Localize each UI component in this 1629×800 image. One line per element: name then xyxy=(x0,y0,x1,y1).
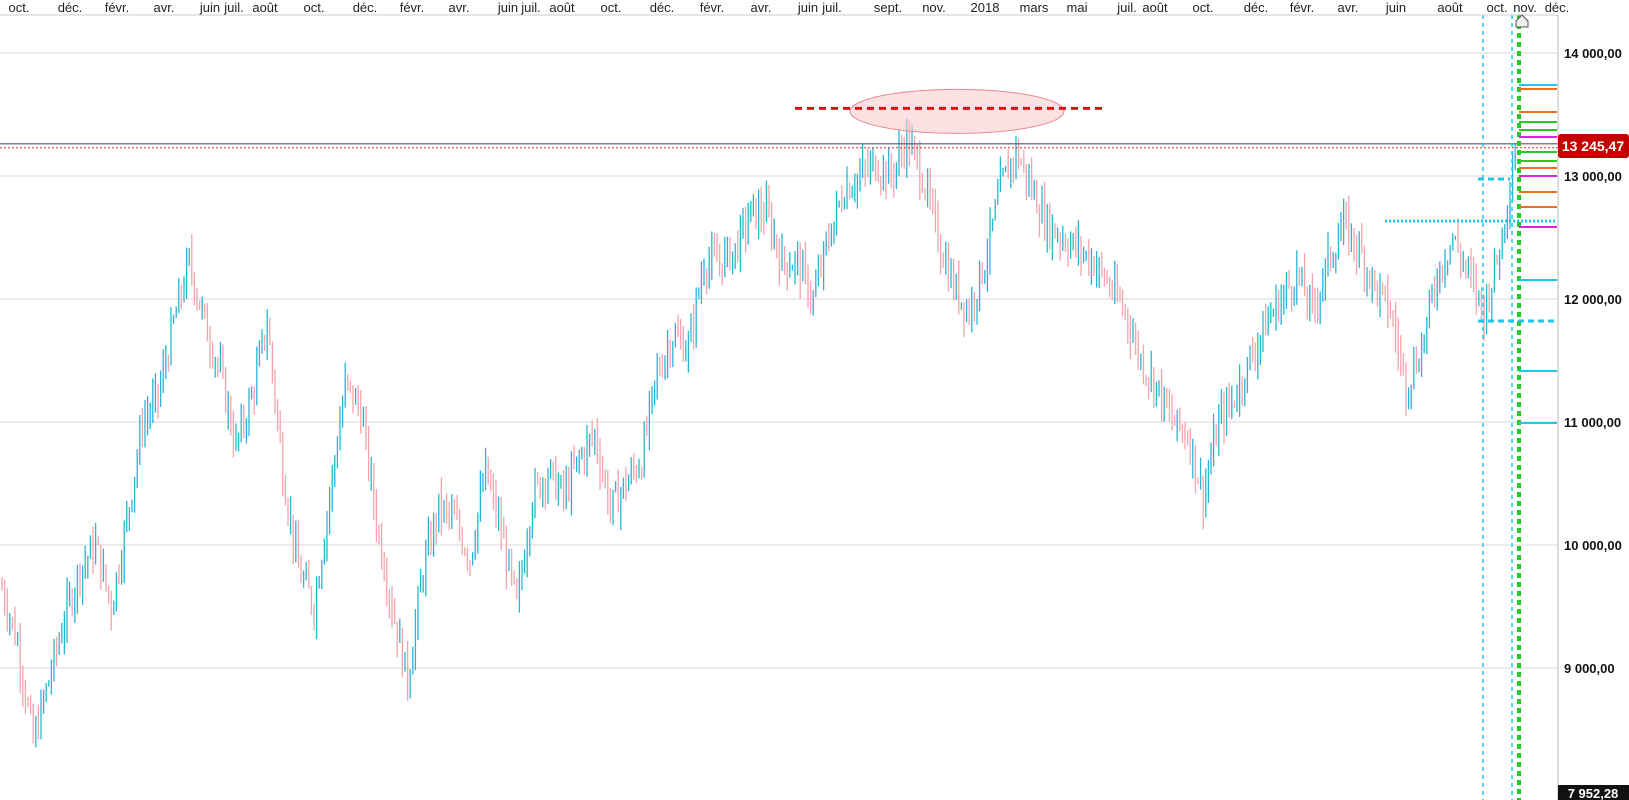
x-tick-label: août xyxy=(252,0,278,15)
x-tick-label: oct. xyxy=(9,0,30,15)
x-tick-label: juil. xyxy=(520,0,541,15)
x-tick-label: août xyxy=(549,0,575,15)
x-tick-label: juin xyxy=(199,0,220,15)
x-tick-label: juil. xyxy=(821,0,842,15)
y-tick-label: 14 000,00 xyxy=(1564,46,1622,61)
annotations xyxy=(0,15,1558,800)
x-tick-label: févr. xyxy=(105,0,130,15)
grid-lines xyxy=(0,52,1558,669)
x-tick-label: févr. xyxy=(700,0,725,15)
x-tick-label: juin xyxy=(1385,0,1406,15)
x-tick-label: août xyxy=(1437,0,1463,15)
x-tick-label: août xyxy=(1142,0,1168,15)
y-axis: 14 000,00 13 000,00 12 000,00 11 000,00 10 0… xyxy=(1557,15,1622,800)
highlight-zone xyxy=(849,88,1065,134)
x-tick-label: déc. xyxy=(1545,0,1570,15)
current-price-label: 13 245,47 xyxy=(1562,138,1624,154)
home-icon[interactable] xyxy=(1515,14,1529,28)
x-tick-label: 2018 xyxy=(971,0,1000,15)
x-tick-label: juil. xyxy=(223,0,244,15)
bottom-value-badge xyxy=(1558,785,1629,800)
x-tick-label: avr. xyxy=(449,0,470,15)
bottom-value-label: 7 952,28 xyxy=(1568,786,1619,800)
x-tick-label: déc. xyxy=(58,0,83,15)
x-tick-label: juil. xyxy=(1116,0,1137,15)
x-tick-label: févr. xyxy=(400,0,425,15)
x-tick-label: oct. xyxy=(304,0,325,15)
price-badges: 13 245,47 7 952,28 xyxy=(1558,134,1629,800)
y-tick-label: 12 000,00 xyxy=(1564,292,1622,307)
x-tick-label: mars xyxy=(1020,0,1049,15)
x-axis: oct. déc. févr. avr. juin juil. août oct. déc. fé… xyxy=(0,0,1570,16)
candles xyxy=(1,118,1516,748)
x-tick-label: déc. xyxy=(353,0,378,15)
x-tick-label: déc. xyxy=(650,0,675,15)
x-tick-label: sept. xyxy=(874,0,902,15)
x-tick-label: oct. xyxy=(1193,0,1214,15)
y-tick-label: 10 000,00 xyxy=(1564,538,1622,553)
x-tick-label: nov. xyxy=(922,0,946,15)
x-tick-label: mai xyxy=(1067,0,1088,15)
x-tick-label: avr. xyxy=(751,0,772,15)
y-tick-label: 11 000,00 xyxy=(1564,415,1621,430)
x-tick-label: oct. xyxy=(601,0,622,15)
x-tick-label: déc. xyxy=(1244,0,1269,15)
x-tick-label: févr. xyxy=(1290,0,1315,15)
current-price-badge xyxy=(1558,134,1629,158)
x-tick-label: avr. xyxy=(1338,0,1359,15)
x-tick-label: juin xyxy=(497,0,518,15)
x-tick-label: oct. xyxy=(1487,0,1508,15)
x-tick-label: nov. xyxy=(1513,0,1537,15)
x-tick-label: avr. xyxy=(154,0,175,15)
y-tick-label: 13 000,00 xyxy=(1564,169,1622,184)
x-tick-label: juin xyxy=(797,0,818,15)
y-tick-label: 9 000,00 xyxy=(1564,661,1615,676)
